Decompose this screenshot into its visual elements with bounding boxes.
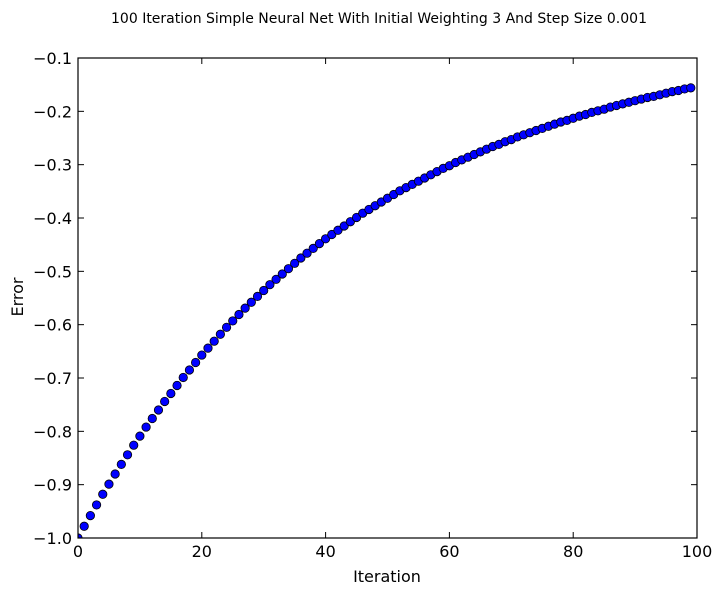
y-tick-label: −0.1	[33, 49, 72, 68]
data-points	[78, 83, 696, 538]
x-axis-ticks: 0 20 40 60 80 100	[73, 58, 712, 561]
x-tick-label: 60	[439, 542, 459, 561]
data-point	[302, 248, 312, 258]
data-point	[184, 365, 195, 375]
data-point	[277, 269, 287, 279]
y-tick-label: −0.4	[33, 209, 72, 228]
data-point	[308, 243, 318, 253]
data-point	[135, 431, 145, 441]
data-point	[228, 316, 238, 326]
data-point	[91, 500, 102, 510]
data-point	[320, 234, 331, 244]
data-point	[271, 274, 281, 284]
data-point	[234, 309, 244, 320]
chart-title: 100 Iteration Simple Neural Net With Ini…	[111, 11, 647, 27]
data-point	[686, 83, 696, 93]
data-point	[290, 258, 300, 268]
x-tick-label: 20	[192, 542, 212, 561]
data-point	[209, 336, 219, 346]
data-point	[283, 264, 294, 274]
y-tick-label: −0.9	[33, 476, 72, 495]
data-point	[172, 380, 182, 391]
data-point	[339, 221, 349, 231]
y-tick-label: −0.6	[33, 316, 72, 335]
data-point	[314, 239, 325, 249]
y-tick-label: −0.2	[33, 102, 72, 121]
y-tick-label: −0.3	[33, 156, 72, 175]
data-point	[98, 489, 108, 499]
data-point	[197, 350, 207, 360]
data-point	[252, 291, 263, 301]
data-point	[166, 388, 176, 399]
data-point	[203, 343, 213, 353]
data-point	[215, 329, 225, 339]
data-point	[116, 459, 126, 469]
x-tick-label: 40	[315, 542, 335, 561]
data-point	[153, 405, 164, 415]
x-axis-label: Iteration	[353, 567, 421, 586]
y-tick-label: −0.8	[33, 422, 72, 441]
data-point	[178, 372, 188, 383]
data-point	[85, 510, 95, 521]
data-point	[122, 450, 133, 460]
data-point	[221, 322, 232, 332]
data-point	[327, 229, 337, 240]
data-point	[147, 413, 157, 424]
data-point	[110, 469, 120, 479]
data-point	[104, 479, 114, 489]
y-axis-label: Error	[8, 277, 27, 316]
data-point	[333, 225, 343, 235]
data-point	[345, 217, 355, 227]
data-point	[129, 440, 139, 450]
data-point	[296, 253, 306, 263]
data-point	[351, 212, 362, 223]
data-point	[191, 357, 201, 368]
data-point	[246, 297, 256, 307]
x-tick-label: 0	[73, 542, 83, 561]
data-point	[240, 303, 250, 313]
data-point	[160, 396, 170, 407]
data-point	[141, 422, 151, 432]
data-point	[259, 285, 269, 296]
x-tick-label: 100	[682, 542, 713, 561]
y-tick-label: −1.0	[33, 529, 72, 548]
y-tick-label: −0.7	[33, 369, 72, 388]
y-axis-ticks: −1.0 −0.9 −0.8 −0.7 −0.6 −0.5 −0.4 −0.3 −0.2 −0.1	[33, 49, 697, 548]
data-point	[79, 521, 89, 531]
x-tick-label: 80	[563, 542, 583, 561]
data-point	[265, 280, 275, 290]
y-tick-label: −0.5	[33, 262, 72, 281]
plot-area-frame	[77, 57, 698, 539]
